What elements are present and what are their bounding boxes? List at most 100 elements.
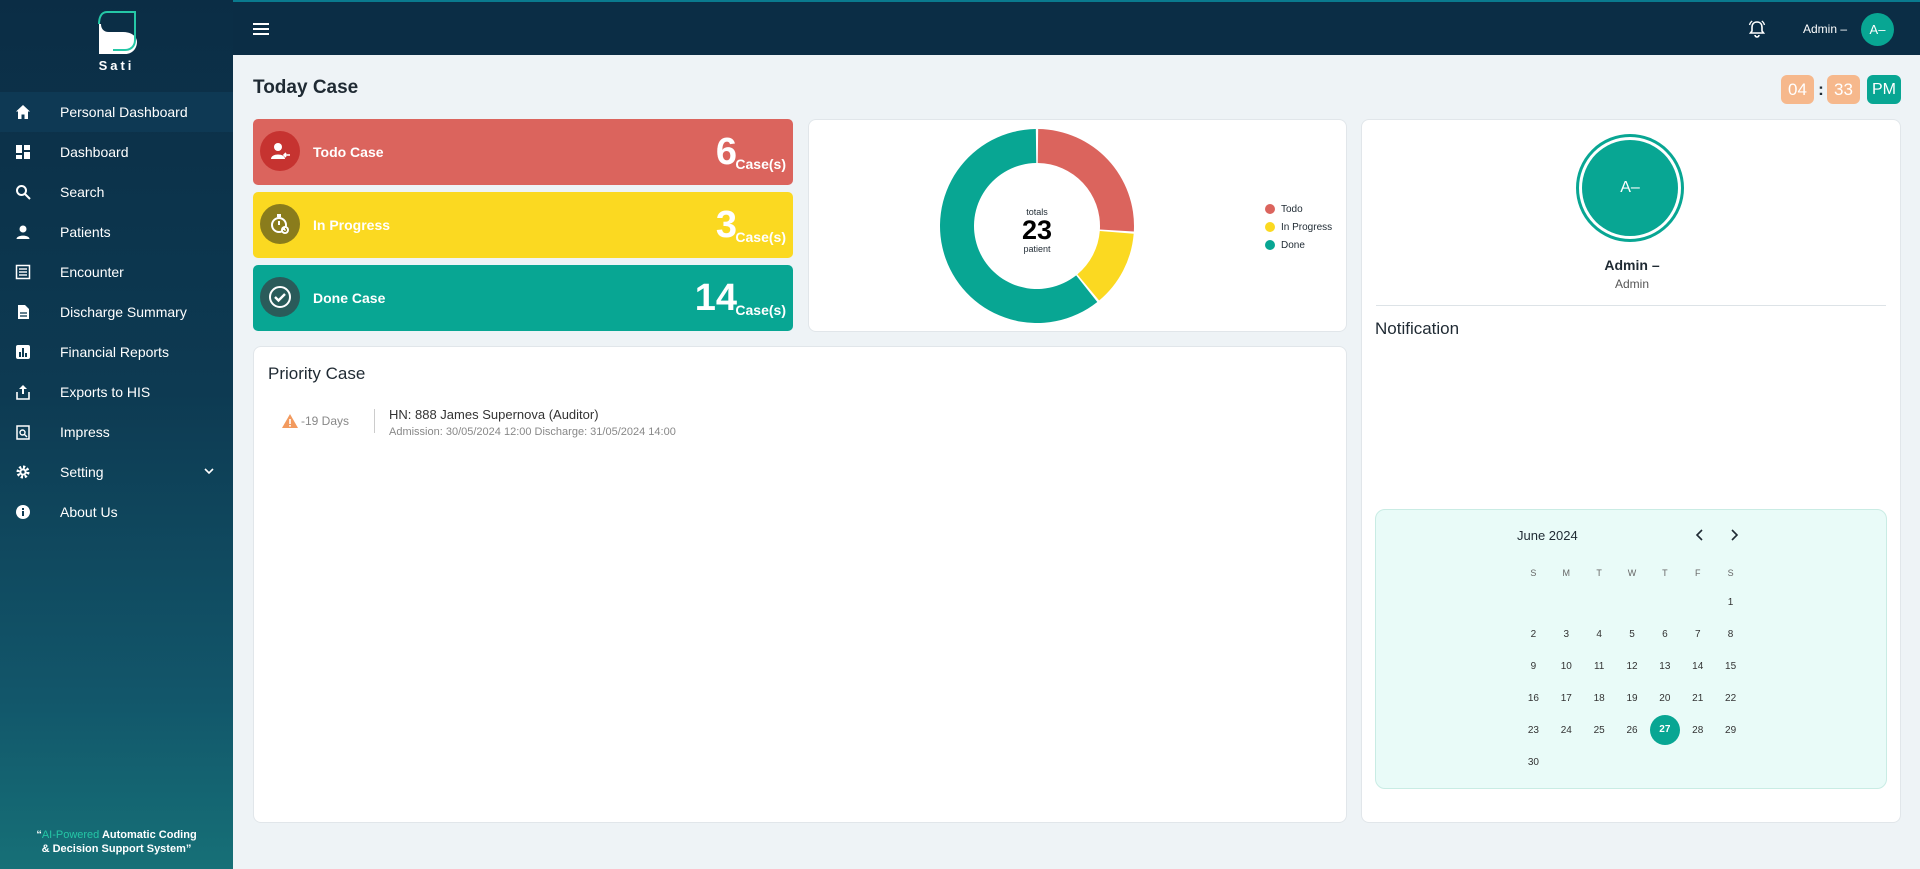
sidebar-item-discharge-summary[interactable]: Discharge Summary: [0, 292, 233, 332]
calendar-day-number: 4: [1596, 628, 1602, 640]
todo-case-card[interactable]: Todo Case 6 Case(s): [253, 119, 793, 185]
sidebar-item-search[interactable]: Search: [0, 172, 233, 212]
calendar-day[interactable]: 9: [1517, 661, 1550, 672]
app-logo[interactable]: Sati: [0, 10, 233, 73]
calendar-day[interactable]: 17: [1550, 693, 1583, 704]
calendar-day[interactable]: 30: [1517, 757, 1550, 768]
clock-period: PM: [1867, 75, 1901, 104]
sidebar-item-label: Search: [60, 184, 105, 200]
calendar-day-number: 3: [1563, 628, 1570, 640]
calendar-day[interactable]: 4: [1583, 629, 1616, 640]
calendar-day[interactable]: 16: [1517, 693, 1550, 704]
done-case-unit: Case(s): [735, 302, 786, 318]
calendar-day-number: 26: [1626, 724, 1638, 736]
calendar-day[interactable]: 7: [1681, 629, 1714, 640]
calendar-day[interactable]: 15: [1714, 661, 1747, 672]
notification-title: Notification: [1375, 319, 1460, 338]
legend-item-todo[interactable]: Todo: [1265, 200, 1332, 218]
in-progress-label: In Progress: [313, 217, 391, 233]
export-icon: [14, 383, 32, 401]
calendar-day[interactable]: 26: [1616, 725, 1649, 736]
sidebar-item-financial-reports[interactable]: Financial Reports: [0, 332, 233, 372]
calendar-day-number: 5: [1629, 628, 1635, 640]
calendar-day[interactable]: 8: [1714, 629, 1747, 640]
calendar-day-number: 19: [1626, 692, 1638, 704]
profile-name: Admin –: [1604, 257, 1660, 273]
calendar-day[interactable]: 6: [1648, 629, 1681, 640]
calendar-day[interactable]: 19: [1616, 693, 1649, 704]
calendar-day[interactable]: 11: [1583, 661, 1616, 672]
sidebar-item-encounter[interactable]: Encounter: [0, 252, 233, 292]
calendar-day[interactable]: 2: [1517, 629, 1550, 640]
donut-slice-done[interactable]: [940, 129, 1098, 323]
sidebar-item-patients[interactable]: Patients: [0, 212, 233, 252]
calendar-day[interactable]: 20: [1648, 693, 1681, 704]
calendar-day[interactable]: 27: [1648, 715, 1681, 745]
legend-dot-done: [1265, 240, 1275, 250]
tagline-quote: “: [36, 829, 42, 841]
calendar-day-number: 29: [1725, 724, 1737, 736]
sidebar-item-dashboard[interactable]: Dashboard: [0, 132, 233, 172]
calendar-day[interactable]: 28: [1681, 725, 1714, 736]
sidebar-item-exports-to-his[interactable]: Exports to HIS: [0, 372, 233, 412]
bar-chart-icon: [14, 343, 32, 361]
calendar-day[interactable]: 22: [1714, 693, 1747, 704]
calendar-day[interactable]: 5: [1616, 629, 1649, 640]
sidebar-item-personal-dashboard[interactable]: Personal Dashboard: [0, 92, 233, 132]
gear-icon: [14, 463, 32, 481]
in-progress-case-card[interactable]: In Progress 3 Case(s): [253, 192, 793, 258]
sidebar-item-impress[interactable]: Impress: [0, 412, 233, 452]
clock-minute: 33: [1827, 75, 1860, 104]
sidebar-item-setting[interactable]: Setting: [0, 452, 233, 492]
calendar-week-row: 30: [1517, 746, 1747, 778]
calendar-day[interactable]: 10: [1550, 661, 1583, 672]
bell-icon[interactable]: [1747, 19, 1767, 44]
calendar-day-number: 10: [1560, 660, 1572, 672]
legend-item-in-progress[interactable]: In Progress: [1265, 218, 1332, 236]
hamburger-menu-icon[interactable]: [253, 22, 269, 41]
sidebar-item-label: Dashboard: [60, 144, 129, 160]
sidebar-item-label: Encounter: [60, 264, 124, 280]
calendar-day[interactable]: 1: [1714, 597, 1747, 608]
chevron-down-icon[interactable]: [203, 464, 215, 480]
calendar-day[interactable]: 24: [1550, 725, 1583, 736]
profile-avatar[interactable]: A–: [1576, 134, 1684, 242]
calendar-day-number: 15: [1725, 660, 1737, 672]
sati-logo-icon: [97, 11, 137, 54]
calendar-day-number: 8: [1727, 628, 1734, 640]
calendar-day[interactable]: 25: [1583, 725, 1616, 736]
calendar-day[interactable]: 23: [1517, 725, 1550, 736]
calendar-day[interactable]: 12: [1616, 661, 1649, 672]
chevron-right-icon[interactable]: [1728, 528, 1740, 547]
calendar-day-number: 27: [1649, 715, 1680, 745]
calendar-day[interactable]: 13: [1648, 661, 1681, 672]
sidebar-item-label: Patients: [60, 224, 111, 240]
tagline-line1: Automatic Coding: [99, 829, 197, 841]
calendar: June 2024 S M T W T F S 1 2 3 4 5 6 7 8 9 10 11 12 13 14 15 16…: [1375, 509, 1887, 789]
donut-slice-in-progress[interactable]: [1077, 231, 1134, 301]
user-menu-name[interactable]: Admin –: [1803, 22, 1848, 36]
priority-admission-dates: Admission: 30/05/2024 12:00 Discharge: 3…: [389, 426, 676, 438]
calendar-day[interactable]: 29: [1714, 725, 1747, 736]
calendar-day[interactable]: 3: [1550, 629, 1583, 640]
calendar-day[interactable]: 21: [1681, 693, 1714, 704]
done-case-label: Done Case: [313, 290, 386, 306]
donut-slice-todo[interactable]: [1037, 129, 1134, 232]
clock-separator: :: [1818, 79, 1824, 99]
sidebar: Sati Personal Dashboard Dashboard Search…: [0, 0, 233, 869]
tagline-highlight: AI-Powered: [41, 829, 100, 841]
sidebar-item-about-us[interactable]: About Us: [0, 492, 233, 532]
done-case-card[interactable]: Done Case 14 Case(s): [253, 265, 793, 331]
legend-item-done[interactable]: Done: [1265, 236, 1332, 254]
calendar-day-number: 6: [1662, 628, 1668, 640]
calendar-day-number: 17: [1560, 692, 1572, 704]
calendar-week-row: 16 17 18 19 20 21 22: [1517, 682, 1747, 714]
priority-days: -19 Days: [281, 413, 349, 429]
avatar[interactable]: A–: [1861, 13, 1894, 46]
sidebar-item-label: Setting: [60, 464, 104, 480]
calendar-day[interactable]: 18: [1583, 693, 1616, 704]
calendar-day[interactable]: 14: [1681, 661, 1714, 672]
calendar-weekday: T: [1662, 568, 1668, 578]
priority-case-item[interactable]: -19 Days HN: 888 James Supernova (Audito…: [281, 405, 781, 438]
chevron-left-icon[interactable]: [1694, 528, 1706, 547]
